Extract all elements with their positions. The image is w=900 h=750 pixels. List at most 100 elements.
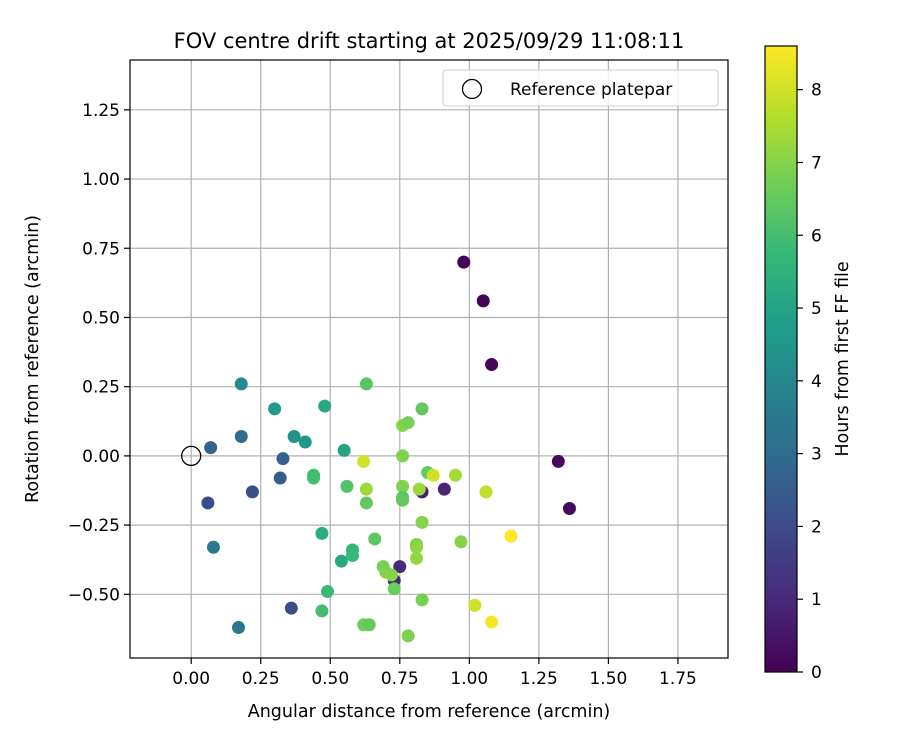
data-point [485, 358, 499, 372]
colorbar-tick-label: 3 [811, 445, 822, 465]
legend-reference-marker [461, 78, 483, 100]
x-tick-label: 1.50 [589, 669, 627, 689]
data-point [448, 468, 462, 482]
plot-frame [129, 59, 729, 659]
data-point [401, 416, 415, 430]
colorbar-tick-label: 5 [811, 299, 822, 319]
data-point [476, 294, 490, 308]
data-point [231, 621, 245, 635]
data-point [479, 485, 493, 499]
chart-title: FOV centre drift starting at 2025/09/29 … [174, 29, 685, 53]
data-point [412, 482, 426, 496]
data-point [334, 554, 348, 568]
data-point [359, 482, 373, 496]
colorbar-frame [764, 45, 798, 673]
y-tick-label: 0.00 [82, 447, 120, 467]
y-tick-label: 0.50 [82, 308, 120, 328]
x-tick-label: 0.50 [311, 669, 349, 689]
data-point [368, 532, 382, 546]
data-point [315, 526, 329, 540]
x-axis-ticks: 0.00 0.25 0.50 0.75 1.00 1.25 1.50 1.75 [172, 658, 697, 689]
data-point [396, 493, 410, 507]
data-point [396, 479, 410, 493]
plot-background [130, 60, 728, 658]
y-tick-label: 0.75 [82, 239, 120, 259]
y-tick-label: 0.25 [82, 378, 120, 398]
data-point [276, 452, 290, 466]
grid-lines [130, 60, 728, 658]
data-point [485, 615, 499, 629]
data-point [340, 479, 354, 493]
data-point [359, 377, 373, 391]
data-point [315, 604, 329, 618]
colorbar-tick-label: 8 [811, 81, 822, 101]
x-tick-label: 0.75 [381, 669, 419, 689]
reference-marker [181, 445, 202, 467]
colorbar-tick-label: 2 [811, 517, 822, 537]
data-point [437, 482, 451, 496]
data-point [415, 402, 429, 416]
data-point [234, 377, 248, 391]
data-point [346, 549, 360, 563]
data-point [206, 540, 220, 554]
colorbar: 0 1 2 3 4 5 6 7 8 Hours from first FF file [764, 45, 853, 683]
data-point [387, 582, 401, 596]
data-point [307, 471, 321, 485]
reference-platepar-point [181, 445, 202, 467]
x-tick-label: 0.00 [172, 669, 210, 689]
data-point [268, 402, 282, 416]
data-point [298, 435, 312, 449]
colorbar-tick-label: 0 [811, 663, 822, 683]
x-tick-label: 1.75 [659, 669, 697, 689]
colorbar-label: Hours from first FF file [833, 261, 853, 456]
colorbar-tick-label: 4 [811, 372, 822, 392]
colorbar-tick-label: 6 [811, 226, 822, 246]
colorbar-ticks: 0 1 2 3 4 5 6 7 8 [797, 81, 822, 683]
y-tick-label: 1.25 [82, 101, 120, 121]
data-point [409, 551, 423, 565]
data-point [320, 585, 334, 599]
data-point [415, 593, 429, 607]
data-point [504, 529, 518, 543]
y-tick-label: −0.25 [68, 516, 120, 536]
legend: Reference platepar [442, 69, 719, 107]
data-point [273, 471, 287, 485]
data-points [201, 255, 576, 643]
data-point [204, 441, 218, 455]
data-point [393, 560, 407, 574]
y-axis-label: Rotation from reference (arcmin) [23, 215, 43, 503]
x-tick-label: 1.00 [450, 669, 488, 689]
data-point [357, 454, 371, 468]
data-point [401, 629, 415, 643]
x-tick-label: 1.25 [520, 669, 558, 689]
data-point [551, 454, 565, 468]
data-point [359, 496, 373, 510]
data-point [454, 535, 468, 549]
data-point [337, 443, 351, 457]
y-tick-label: 1.00 [82, 170, 120, 190]
legend-label: Reference platepar [510, 80, 672, 100]
data-point [396, 449, 410, 463]
data-point [201, 496, 215, 510]
y-tick-label: −0.50 [68, 585, 120, 605]
data-point [415, 515, 429, 529]
data-point [426, 468, 440, 482]
data-point [234, 430, 248, 444]
data-point [284, 601, 298, 615]
data-point [362, 618, 376, 632]
colorbar-tick-label: 1 [811, 590, 822, 610]
x-axis-label: Angular distance from reference (arcmin) [248, 702, 611, 722]
y-axis-ticks: −0.50 −0.25 0.00 0.25 0.50 0.75 1.00 1.25 [68, 101, 130, 605]
legend-box [442, 69, 719, 107]
data-point [384, 568, 398, 582]
x-tick-label: 0.25 [242, 669, 280, 689]
data-point [245, 485, 259, 499]
data-point [409, 540, 423, 554]
data-point [287, 430, 301, 444]
data-point [562, 502, 576, 515]
data-point [468, 598, 482, 612]
colorbar-gradient [765, 46, 797, 672]
data-point [318, 399, 332, 413]
colorbar-tick-label: 7 [811, 153, 822, 173]
